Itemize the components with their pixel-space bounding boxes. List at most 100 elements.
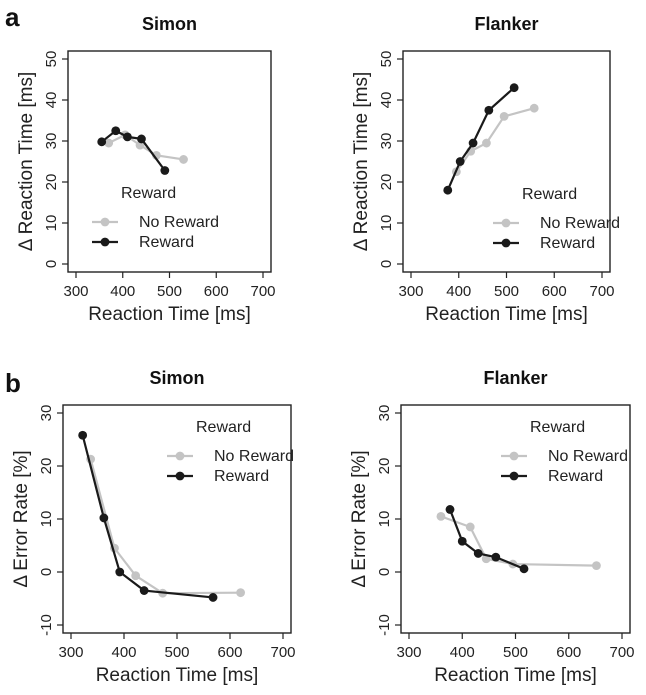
- legend-label-reward: Reward: [540, 235, 595, 252]
- y-tick-label: 0: [378, 260, 395, 268]
- y-tick-label: 40: [43, 92, 60, 109]
- y-tick-label: 10: [376, 511, 393, 528]
- chart-title: Simon: [142, 14, 197, 34]
- legend-title: Reward: [522, 186, 577, 203]
- y-tick-label: 0: [43, 260, 60, 268]
- data-point-reward: [78, 430, 88, 440]
- panel-label-b: b: [5, 368, 21, 398]
- x-tick-label: 700: [270, 644, 295, 661]
- y-tick-label: 0: [376, 568, 393, 576]
- y-tick-label: -10: [376, 614, 393, 636]
- x-tick-label: 600: [204, 283, 229, 300]
- data-point-no-reward: [592, 561, 601, 571]
- y-tick-label: 20: [376, 458, 393, 475]
- x-tick-label: 600: [556, 644, 581, 661]
- data-point-reward: [455, 157, 465, 166]
- legend-label-reward: Reward: [548, 468, 603, 485]
- y-axis-label: Δ Reaction Time [ms]: [351, 72, 372, 252]
- y-axis-label: Δ Error Rate [%]: [11, 450, 32, 587]
- data-point-no-reward: [104, 138, 114, 148]
- data-point-reward: [473, 549, 483, 558]
- y-tick-label: 10: [38, 511, 55, 528]
- y-tick-label: 20: [378, 174, 395, 191]
- data-point-reward: [509, 83, 519, 93]
- data-point-no-reward: [236, 588, 246, 598]
- y-tick-label: 50: [43, 51, 60, 68]
- x-tick-label: 300: [58, 644, 83, 661]
- y-tick-label: 20: [38, 458, 55, 475]
- x-tick-label: 700: [250, 283, 275, 300]
- legend-swatch-dot-reward: [509, 471, 519, 481]
- data-point-reward: [445, 505, 455, 514]
- data-point-no-reward: [465, 522, 475, 532]
- data-point-reward: [457, 536, 467, 546]
- y-tick-label: 0: [38, 568, 55, 576]
- legend-swatch-dot-reward: [100, 237, 110, 247]
- x-tick-label: 300: [398, 283, 423, 300]
- x-tick-label: 400: [110, 283, 135, 300]
- legend-label-reward: Reward: [214, 468, 269, 485]
- chart-a-simon: Simon 300 400 500 600 700 Reaction Time [ms] 0 1…: [16, 14, 276, 325]
- x-tick-label: 300: [396, 644, 421, 661]
- legend-swatch-dot-reward: [501, 238, 511, 248]
- data-point-reward: [208, 593, 218, 602]
- data-point-reward: [115, 567, 125, 577]
- x-tick-label: 600: [542, 283, 567, 300]
- legend-label-no-reward: No Reward: [540, 215, 620, 232]
- x-tick-label: 400: [111, 644, 136, 661]
- x-tick-label: 300: [63, 283, 88, 300]
- data-point-reward: [491, 552, 501, 562]
- plot-frame: [62, 404, 292, 634]
- data-point-reward: [139, 586, 149, 595]
- data-point-no-reward: [179, 155, 188, 164]
- legend-label-no-reward: No Reward: [548, 448, 628, 465]
- chart-title: Flanker: [483, 368, 547, 388]
- data-point-reward: [99, 513, 109, 523]
- legend-swatch-dot-no-reward: [100, 217, 110, 227]
- data-point-no-reward: [131, 571, 141, 581]
- y-tick-label: -10: [38, 614, 55, 636]
- series-line-reward: [101, 129, 166, 172]
- data-point-reward: [111, 126, 121, 136]
- x-tick-label: 700: [589, 283, 614, 300]
- data-point-reward: [468, 138, 478, 148]
- legend-swatch-dot-no-reward: [501, 218, 511, 228]
- x-axis-label: Reaction Time [ms]: [88, 304, 251, 325]
- y-tick-label: 30: [376, 405, 393, 422]
- data-point-reward: [160, 166, 170, 175]
- y-axis-label: Δ Error Rate [%]: [349, 450, 370, 587]
- x-axis-label: Reaction Time [ms]: [425, 304, 588, 325]
- x-tick-label: 500: [164, 644, 189, 661]
- legend-label-no-reward: No Reward: [139, 214, 219, 231]
- y-tick-label: 30: [378, 133, 395, 150]
- data-point-reward: [97, 137, 107, 147]
- series-line-no-reward: [108, 133, 184, 161]
- data-point-reward: [123, 132, 132, 142]
- plot-frame: [400, 404, 631, 634]
- data-point-no-reward: [436, 511, 446, 521]
- legend-title: Reward: [196, 419, 251, 436]
- legend-title: Reward: [121, 185, 176, 202]
- data-point-reward: [484, 105, 494, 115]
- x-tick-label: 500: [157, 283, 182, 300]
- x-tick-label: 400: [446, 283, 471, 300]
- legend-label-reward: Reward: [139, 234, 194, 251]
- x-tick-label: 500: [503, 644, 528, 661]
- data-point-reward: [443, 185, 453, 195]
- data-point-no-reward: [482, 138, 491, 148]
- y-tick-label: 10: [378, 215, 395, 232]
- data-point-no-reward: [529, 103, 539, 113]
- y-tick-label: 40: [378, 92, 395, 109]
- data-point-reward: [137, 134, 146, 144]
- chart-title: Simon: [149, 368, 204, 388]
- x-tick-label: 600: [217, 644, 242, 661]
- legend-label-no-reward: No Reward: [214, 448, 294, 465]
- x-axis-label: Reaction Time [ms]: [96, 665, 259, 686]
- x-tick-label: 700: [609, 644, 634, 661]
- y-tick-label: 30: [38, 405, 55, 422]
- legend-title: Reward: [530, 419, 585, 436]
